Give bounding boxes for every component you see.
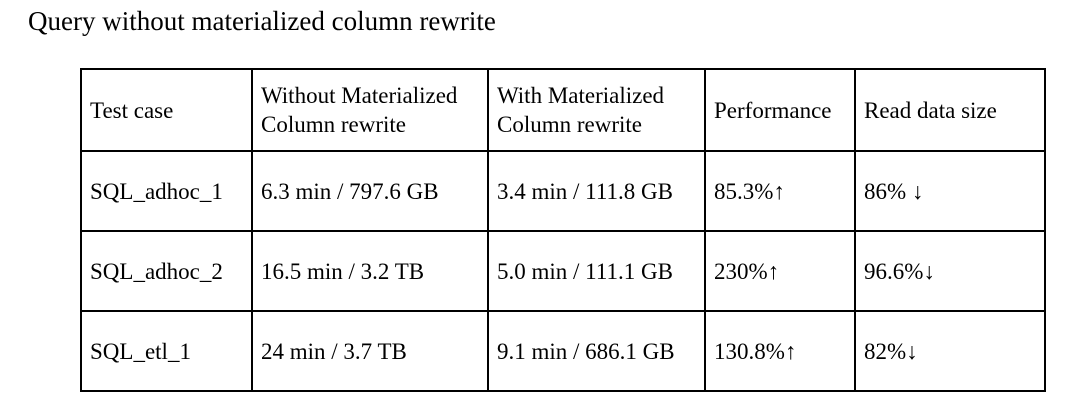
- results-table: Test case Without Materialized Column rew…: [80, 68, 1046, 392]
- table-header-row: Test case Without Materialized Column rew…: [80, 68, 1046, 152]
- cell-performance: 85.3%↑: [704, 150, 856, 232]
- cell-test-case: SQL_etl_1: [80, 310, 253, 392]
- table-row: SQL_etl_1 24 min / 3.7 TB 9.1 min / 686.…: [80, 310, 1046, 392]
- header-without-materialized: Without Materialized Column rewrite: [251, 68, 489, 152]
- cell-performance: 130.8%↑: [704, 310, 856, 392]
- cell-with-materialized: 3.4 min / 111.8 GB: [487, 150, 706, 232]
- cell-with-materialized: 9.1 min / 686.1 GB: [487, 310, 706, 392]
- header-performance: Performance: [704, 68, 856, 152]
- cell-read-data-size: 86% ↓: [854, 150, 1046, 232]
- cell-read-data-size: 82%↓: [854, 310, 1046, 392]
- header-test-case: Test case: [80, 68, 253, 152]
- cell-with-materialized: 5.0 min / 111.1 GB: [487, 230, 706, 312]
- cell-test-case: SQL_adhoc_1: [80, 150, 253, 232]
- cell-read-data-size: 96.6%↓: [854, 230, 1046, 312]
- page-title: Query without materialized column rewrit…: [28, 6, 496, 36]
- table-row: SQL_adhoc_2 16.5 min / 3.2 TB 5.0 min / …: [80, 230, 1046, 312]
- table-row: SQL_adhoc_1 6.3 min / 797.6 GB 3.4 min /…: [80, 150, 1046, 232]
- header-with-materialized: With Materialized Column rewrite: [487, 68, 706, 152]
- cell-without-materialized: 16.5 min / 3.2 TB: [251, 230, 489, 312]
- cell-without-materialized: 24 min / 3.7 TB: [251, 310, 489, 392]
- header-read-data-size: Read data size: [854, 68, 1046, 152]
- cell-test-case: SQL_adhoc_2: [80, 230, 253, 312]
- cell-performance: 230%↑: [704, 230, 856, 312]
- cell-without-materialized: 6.3 min / 797.6 GB: [251, 150, 489, 232]
